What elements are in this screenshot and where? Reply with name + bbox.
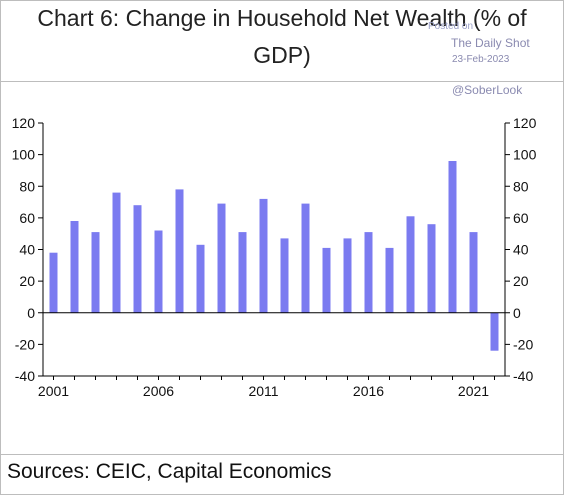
y-tick-label-right-0: 0 <box>513 305 521 321</box>
watermark-site: The Daily Shot <box>451 36 530 50</box>
title-divider <box>0 81 564 82</box>
y-tick-label-right-40: 40 <box>513 242 529 258</box>
bar-2010 <box>238 232 247 313</box>
bar-2006 <box>154 230 163 313</box>
x-tick-label-2021: 2021 <box>458 383 489 399</box>
y-tick-label-right-20: 20 <box>513 273 529 289</box>
y-tick-label-left-0: 0 <box>27 305 35 321</box>
bar-2015 <box>343 238 352 313</box>
y-tick-label-right-80: 80 <box>513 178 529 194</box>
bar-2009 <box>217 203 226 313</box>
source-divider <box>0 454 564 455</box>
x-tick-label-2011: 2011 <box>248 383 278 399</box>
y-tick-label-left-80: 80 <box>19 178 35 194</box>
bar-2002 <box>70 221 79 313</box>
x-tick-label-2006: 2006 <box>143 383 174 399</box>
y-tick-label-left--20: -20 <box>15 336 35 352</box>
bar-2004 <box>112 192 121 313</box>
y-tick-label-left-100: 100 <box>12 147 36 163</box>
y-tick-label-left-40: 40 <box>19 242 35 258</box>
watermark-handle: @SoberLook <box>452 83 523 97</box>
bar-2021 <box>469 232 478 313</box>
x-tick-label-2001: 2001 <box>38 383 69 399</box>
bar-2011 <box>259 198 268 313</box>
bar-2013 <box>301 203 310 313</box>
bar-2005 <box>133 205 142 313</box>
watermark-posted: Posted on <box>428 21 474 32</box>
bar-2022 <box>490 312 499 351</box>
y-tick-label-left--40: -40 <box>15 368 35 384</box>
watermark-date: 23-Feb-2023 <box>452 54 510 65</box>
y-tick-label-left-120: 120 <box>12 115 36 131</box>
bar-2007 <box>175 189 184 313</box>
y-tick-label-left-60: 60 <box>19 210 35 226</box>
source-note: Sources: CEIC, Capital Economics <box>7 460 332 483</box>
y-tick-label-right--40: -40 <box>513 368 533 384</box>
x-tick-label-2016: 2016 <box>353 383 384 399</box>
bar-2016 <box>364 232 373 313</box>
chart-title-line-1: Chart 6: Change in Household Net Wealth … <box>37 5 527 31</box>
bar-2020 <box>448 161 457 313</box>
y-tick-label-left-20: 20 <box>19 273 35 289</box>
bar-2001 <box>49 252 58 313</box>
bar-2012 <box>280 238 289 313</box>
y-tick-label-right--20: -20 <box>513 336 533 352</box>
chart-title-line-2: GDP) <box>253 42 311 68</box>
bar-2014 <box>322 247 331 313</box>
y-tick-label-right-120: 120 <box>513 115 537 131</box>
bar-2018 <box>406 216 415 313</box>
bar-2019 <box>427 224 436 313</box>
bar-2003 <box>91 232 100 313</box>
bar-2008 <box>196 244 205 313</box>
y-tick-label-right-100: 100 <box>513 147 537 163</box>
y-tick-label-right-60: 60 <box>513 210 529 226</box>
bar-2017 <box>385 247 394 313</box>
